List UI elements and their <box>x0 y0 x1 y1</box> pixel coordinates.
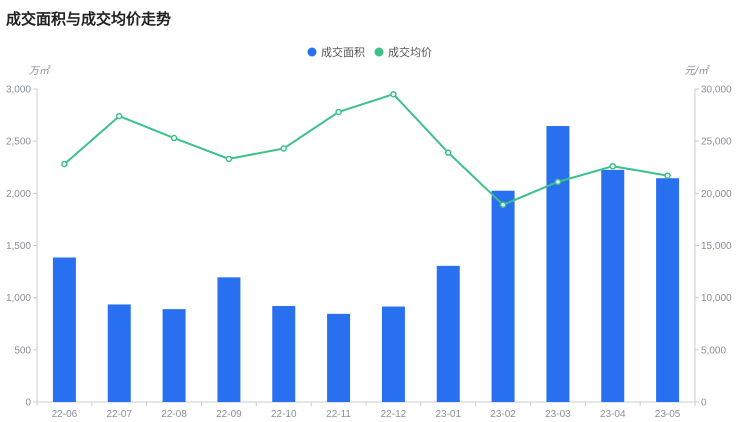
y-right-tick-label: 30,000 <box>701 85 732 96</box>
line-point <box>664 172 671 179</box>
chart-title: 成交面积与成交均价走势 <box>6 10 172 28</box>
y-left-tick-label: 500 <box>14 345 31 356</box>
y-left-tick-label: 3,000 <box>6 85 31 96</box>
x-tick-label: 22-06 <box>52 409 78 420</box>
line-point <box>609 162 616 170</box>
x-tick-label: 22-11 <box>326 409 351 420</box>
y-left-tick-label: 0 <box>25 398 31 409</box>
line-point <box>554 178 562 186</box>
legend-marker-area <box>307 47 317 57</box>
legend-label-area: 成交面积 <box>321 45 365 59</box>
bar <box>52 257 76 402</box>
x-tick-label: 23-04 <box>600 409 626 420</box>
bar <box>491 190 515 402</box>
x-tick-label: 22-09 <box>216 409 242 420</box>
y-right-tick-label: 0 <box>701 398 707 409</box>
x-tick-label: 22-07 <box>106 409 132 420</box>
y-right-unit: 元/㎡ <box>685 65 710 77</box>
bar <box>601 169 625 402</box>
bar <box>546 126 570 402</box>
line-point <box>61 160 68 168</box>
bar <box>217 277 241 402</box>
x-tick-label: 23-01 <box>435 409 461 420</box>
x-tick-label: 22-08 <box>161 409 187 420</box>
line-point <box>170 134 178 142</box>
bar <box>656 178 680 402</box>
y-right-tick-label: 25,000 <box>701 137 732 148</box>
y-left-tick-label: 1,500 <box>6 241 31 252</box>
legend-label-price: 成交均价 <box>388 45 432 59</box>
y-left-tick-label: 1,000 <box>6 293 31 304</box>
bar <box>107 304 131 402</box>
x-tick-label: 23-05 <box>655 409 681 420</box>
line-point <box>499 201 507 209</box>
bar <box>436 265 460 402</box>
y-right-tick-label: 20,000 <box>701 189 732 200</box>
line-point <box>445 149 452 156</box>
y-right-tick-label: 10,000 <box>701 293 732 304</box>
legend-marker-price <box>374 47 384 57</box>
y-left-unit: 万㎡ <box>29 65 51 77</box>
line-point <box>335 108 342 116</box>
bar <box>327 313 351 402</box>
y-left-tick-label: 2,000 <box>6 189 31 200</box>
x-tick-label: 22-12 <box>381 409 407 420</box>
line-series <box>63 93 668 206</box>
line-point <box>225 155 233 163</box>
x-tick-label: 23-03 <box>545 409 571 420</box>
x-tick-label: 22-10 <box>271 409 297 420</box>
line-point <box>280 145 287 152</box>
y-left-tick-label: 2,500 <box>6 137 31 148</box>
bar <box>272 306 296 402</box>
y-right-tick-label: 15,000 <box>701 241 732 252</box>
y-right-tick-label: 5,000 <box>701 345 726 356</box>
x-tick-label: 23-02 <box>490 409 516 420</box>
line-point <box>116 112 123 120</box>
bar <box>381 306 405 402</box>
line-point <box>390 90 397 98</box>
bar <box>162 309 186 402</box>
